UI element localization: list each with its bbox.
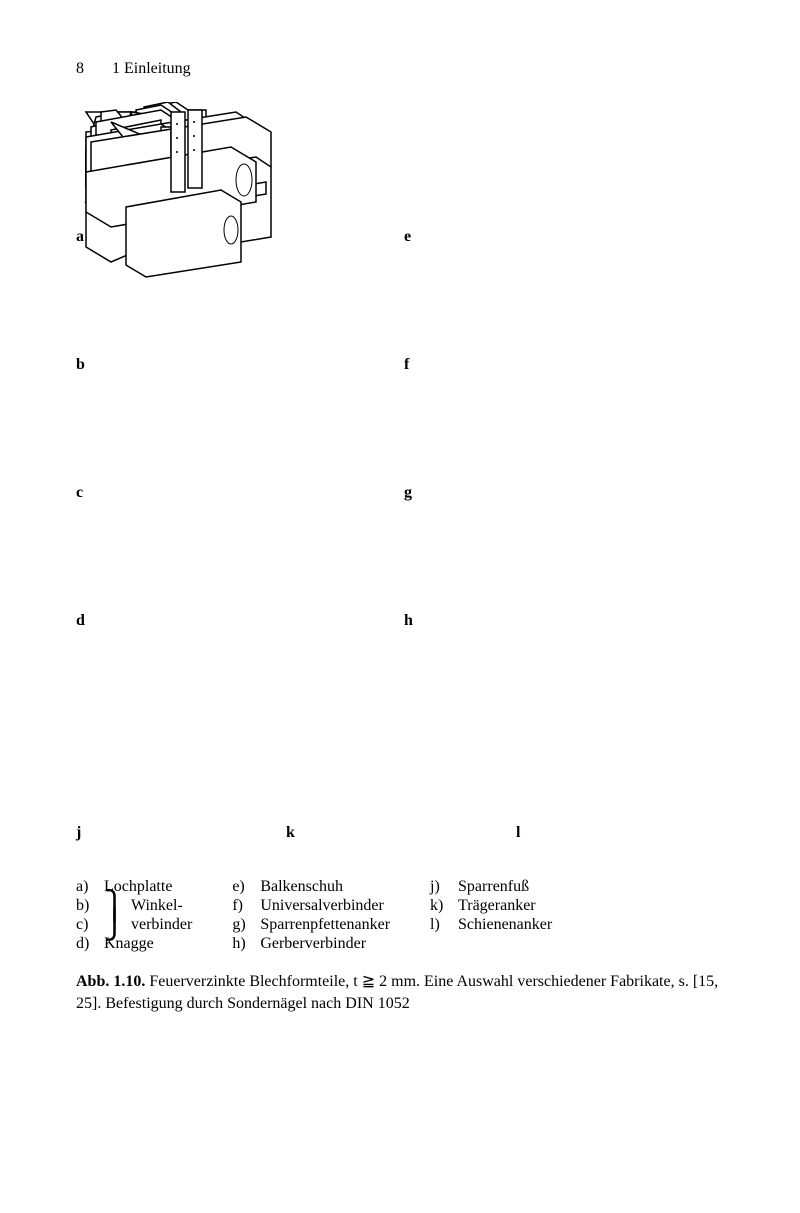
legend-item-h: h) Gerberverbinder <box>232 935 390 953</box>
figure-label-h: h <box>404 612 413 630</box>
figure-caption: Abb. 1.10. Feuerverzinkte Blechformteile… <box>76 971 724 1014</box>
figure-label-l: l <box>516 824 520 842</box>
legend-item-e: e) Balkenschuh <box>232 878 390 896</box>
page: 8 1 Einleitung <box>0 0 800 1074</box>
figure-label-f: f <box>404 356 409 374</box>
figure-label-e: e <box>404 228 411 246</box>
legend-col-3: j) Sparrenfuß k) Trägeranker l) Schienen… <box>430 878 552 953</box>
figure-label-a: a <box>76 228 84 246</box>
figure-l <box>76 102 276 282</box>
legend-item-k: k) Trägeranker <box>430 897 552 915</box>
legend-item-a: a) Lochplatte <box>76 878 192 896</box>
legend-item-f: f) Universalverbinder <box>232 897 390 915</box>
figure-grid: a b c d e f g h j k l <box>76 102 716 862</box>
legend-item-b: b) ⎫ Winkel- <box>76 897 192 915</box>
legend-item-j: j) Sparrenfuß <box>430 878 552 896</box>
legend-item-l: l) Schienenanker <box>430 916 552 934</box>
brace-icon: ⎭ <box>104 926 125 944</box>
figure-label-d: d <box>76 612 85 630</box>
figure-label-k: k <box>286 824 295 842</box>
legend-item-d: d) Knagge <box>76 935 192 953</box>
figure-label-j: j <box>76 824 81 842</box>
page-number: 8 <box>76 60 84 78</box>
legend-item-g: g) Sparrenpfettenanker <box>232 916 390 934</box>
figure-label-c: c <box>76 484 83 502</box>
chapter-title: 1 Einleitung <box>112 60 191 78</box>
caption-label: Abb. 1.10. <box>76 973 145 990</box>
caption-text: Feuerverzinkte Blechformteile, t ≧ 2 mm.… <box>76 973 718 1012</box>
legend: a) Lochplatte b) ⎫ Winkel- c) ⎭ verbinde… <box>76 878 724 953</box>
legend-col-1: a) Lochplatte b) ⎫ Winkel- c) ⎭ verbinde… <box>76 878 192 953</box>
legend-col-2: e) Balkenschuh f) Universalverbinder g) … <box>232 878 390 953</box>
legend-item-c: c) ⎭ verbinder <box>76 916 192 934</box>
page-header: 8 1 Einleitung <box>76 60 724 78</box>
figure-label-g: g <box>404 484 412 502</box>
figure-label-b: b <box>76 356 85 374</box>
